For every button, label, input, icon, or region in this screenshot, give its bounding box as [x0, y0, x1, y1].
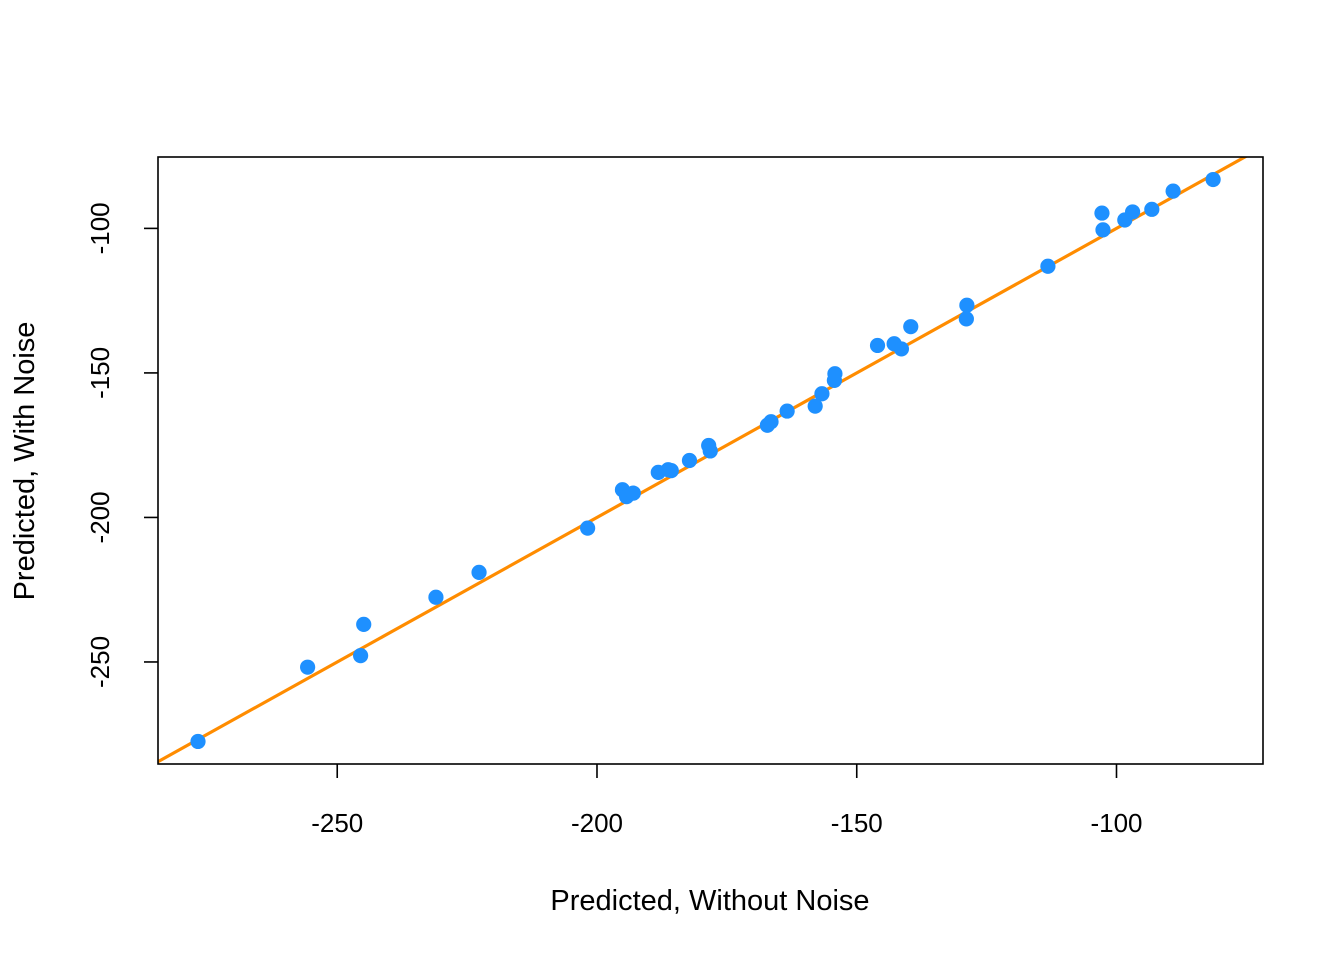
x-axis: -250 -200 -150 -100: [311, 764, 1143, 838]
data-point-4: [356, 616, 372, 632]
data-point-1: [190, 733, 206, 750]
data-point-21: [814, 386, 830, 402]
y-tick-label-1: -250: [85, 636, 115, 688]
y-axis: -250 -200 -150 -100: [85, 202, 158, 688]
points-layer: [190, 171, 1221, 750]
data-point-7: [580, 520, 596, 536]
data-point-6: [471, 564, 487, 580]
data-point-3: [353, 648, 369, 664]
data-point-5: [428, 589, 444, 605]
data-point-32: [1095, 222, 1111, 238]
data-point-24: [869, 337, 886, 354]
data-point-35: [1144, 201, 1160, 217]
plot-frame: [157, 156, 1264, 765]
data-point-13: [663, 463, 679, 479]
x-axis-title: Predicted, Without Noise: [550, 885, 869, 917]
data-point-19: [779, 403, 795, 419]
data-point-14: [681, 452, 698, 469]
data-point-16: [702, 443, 718, 459]
data-point-34: [1125, 204, 1141, 220]
x-tick-label-1: -250: [311, 808, 363, 838]
data-point-27: [903, 319, 919, 335]
data-point-30: [1040, 258, 1056, 274]
y-tick-label-2: -200: [85, 491, 115, 543]
y-tick-label-3: -150: [85, 347, 115, 399]
data-point-2: [300, 659, 316, 675]
data-point-29: [958, 311, 974, 327]
y-axis-title: Predicted, With Noise: [9, 322, 41, 601]
data-point-37: [1205, 171, 1221, 188]
data-point-28: [959, 297, 975, 313]
x-tick-label-3: -150: [831, 808, 883, 838]
data-point-36: [1165, 183, 1181, 199]
data-point-31: [1094, 205, 1110, 221]
data-point-23: [826, 372, 843, 389]
x-tick-label-2: -200: [571, 808, 623, 838]
data-point-20: [807, 398, 823, 414]
data-point-10: [625, 485, 641, 501]
data-point-18: [763, 414, 779, 430]
y-tick-label-4: -100: [85, 202, 115, 254]
data-point-26: [893, 341, 910, 357]
x-tick-label-4: -100: [1090, 808, 1142, 838]
